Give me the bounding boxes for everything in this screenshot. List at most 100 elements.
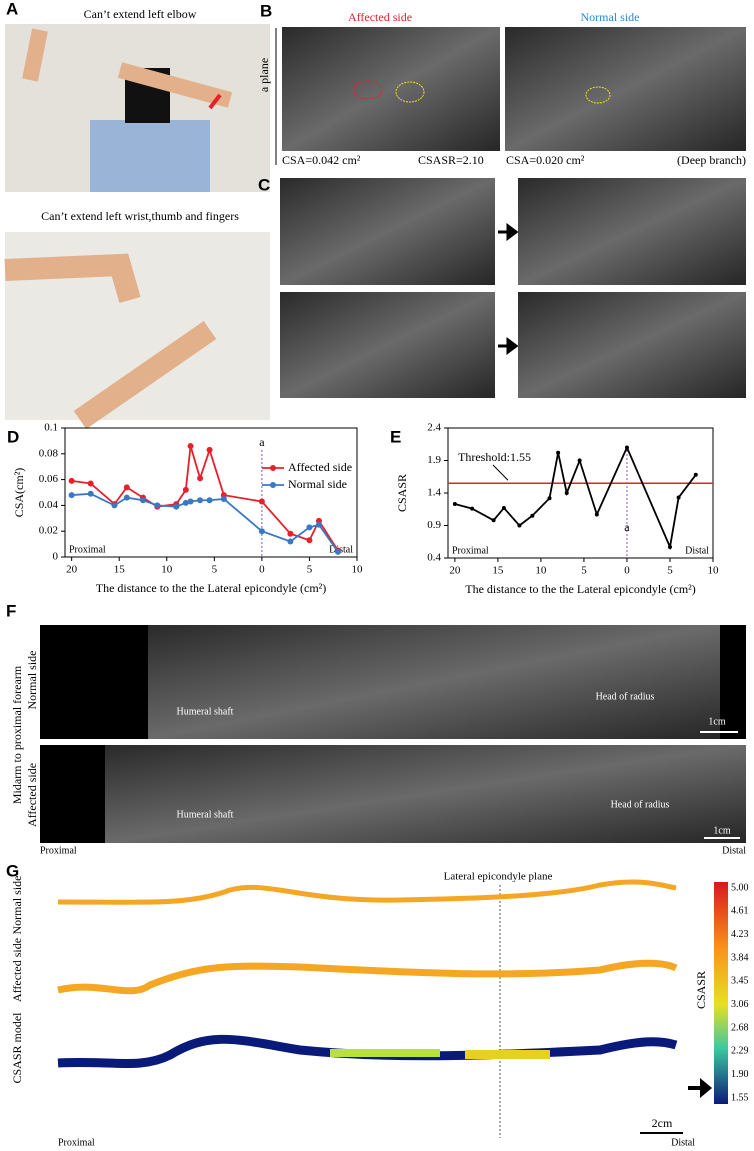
colorbar-label: 5.00 (731, 882, 749, 893)
point (258, 528, 265, 535)
point (334, 548, 341, 555)
ultrasound (280, 178, 495, 285)
point (315, 521, 322, 528)
colorbar-label: 2.29 (731, 1046, 749, 1057)
point (182, 499, 189, 506)
annotation: Head of radius (596, 691, 655, 702)
direction: Proximal (58, 1137, 95, 1148)
panel-label: D (7, 427, 19, 446)
colorbar-label: 3.06 (731, 999, 749, 1010)
side-label: Affected side (25, 763, 39, 827)
point (667, 544, 672, 549)
x-tick-label: 15 (114, 564, 126, 576)
y-tick-label: 0.08 (39, 447, 59, 459)
point (87, 480, 94, 487)
x-tick-label: 10 (708, 565, 720, 577)
x-tick-label: 15 (492, 565, 504, 577)
point (564, 491, 569, 495)
point (197, 475, 204, 482)
point (306, 524, 313, 531)
point (173, 503, 180, 510)
point (111, 502, 118, 509)
point (470, 506, 475, 511)
distal-label: Distal (329, 544, 353, 555)
x-tick-label: 0 (259, 564, 265, 576)
ultrasound-strip (105, 745, 746, 843)
point (547, 496, 552, 501)
y-axis-label: CSA(cm²) (12, 468, 26, 518)
y-tick-label: 0.9 (427, 519, 441, 531)
point (197, 497, 204, 504)
x-tick-label: 0 (624, 565, 630, 577)
annotation: Humeral shaft (177, 809, 234, 820)
nerve-model (57, 959, 678, 995)
y-tick-label: 0.04 (39, 499, 59, 511)
panel-label: E (390, 427, 401, 446)
panel-label: C (258, 175, 270, 194)
point (139, 497, 146, 504)
scale-label: 1cm (708, 716, 725, 727)
annotation: Humeral shaft (177, 706, 234, 717)
proximal-label: Proximal (69, 544, 106, 555)
x-tick-label: 5 (581, 565, 587, 577)
point (206, 497, 213, 504)
x-axis-label: The distance to the the Lateral epicondy… (465, 582, 696, 596)
colorbar-label: 2.68 (731, 1022, 749, 1033)
point (87, 490, 94, 497)
row-label: Normal side (10, 876, 24, 935)
plane-label: Lateral epicondyle plane (444, 871, 553, 883)
x-tick-label: 5 (667, 565, 673, 577)
point (676, 495, 681, 500)
y-tick-label: 1.4 (427, 487, 441, 499)
ultrasound-strip (148, 625, 720, 739)
x-tick-label: 5 (307, 564, 313, 576)
x-axis-label: The distance to the the Lateral epicondy… (96, 581, 327, 595)
point (123, 484, 130, 491)
ultrasound (282, 27, 500, 151)
measure: (Deep branch) (677, 153, 746, 167)
outline (585, 86, 611, 104)
title: Affected side (348, 10, 412, 24)
measure: CSA=0.042 cm² (282, 153, 361, 167)
point (187, 443, 194, 450)
arrow (498, 337, 519, 355)
y-tick-label: 1.9 (427, 454, 441, 466)
point (187, 498, 194, 505)
threshold-label: Threshold:1.55 (458, 450, 531, 464)
point (452, 502, 457, 507)
point (123, 494, 130, 501)
outline (395, 81, 425, 103)
threshold-arrow (492, 464, 509, 481)
x-tick-label: 10 (161, 564, 173, 576)
ultrasound (505, 27, 746, 151)
colorbar-title: CSASR (694, 971, 708, 1009)
colorbar-label: 3.84 (731, 952, 749, 963)
point (624, 445, 629, 450)
y-tick-label: 0.1 (44, 422, 58, 434)
title: Normal side (581, 10, 640, 24)
y-tick-label: 0.06 (39, 473, 59, 485)
legend-point (270, 482, 276, 488)
point (594, 512, 599, 517)
marker-label: a (624, 520, 630, 534)
ultrasound (280, 292, 495, 398)
nerve-model (57, 879, 677, 905)
marker-label: a (259, 435, 265, 449)
colorbar-label: 3.45 (731, 976, 749, 987)
colorbar-label: 1.90 (731, 1069, 749, 1080)
plot-frame (447, 427, 714, 559)
row-label: Affected side (10, 938, 24, 1002)
point (68, 492, 75, 499)
y-tick-label: 0 (53, 551, 59, 563)
point (206, 446, 213, 453)
point (154, 502, 161, 509)
point (220, 495, 227, 502)
point (306, 537, 313, 544)
plot-frame (64, 427, 358, 558)
colorbar (714, 882, 728, 1104)
photo-arm (22, 28, 233, 108)
caption: Can’t extend left elbow (84, 7, 197, 21)
colorbar-label: 4.61 (731, 906, 749, 917)
legend-label: Normal side (288, 477, 347, 491)
